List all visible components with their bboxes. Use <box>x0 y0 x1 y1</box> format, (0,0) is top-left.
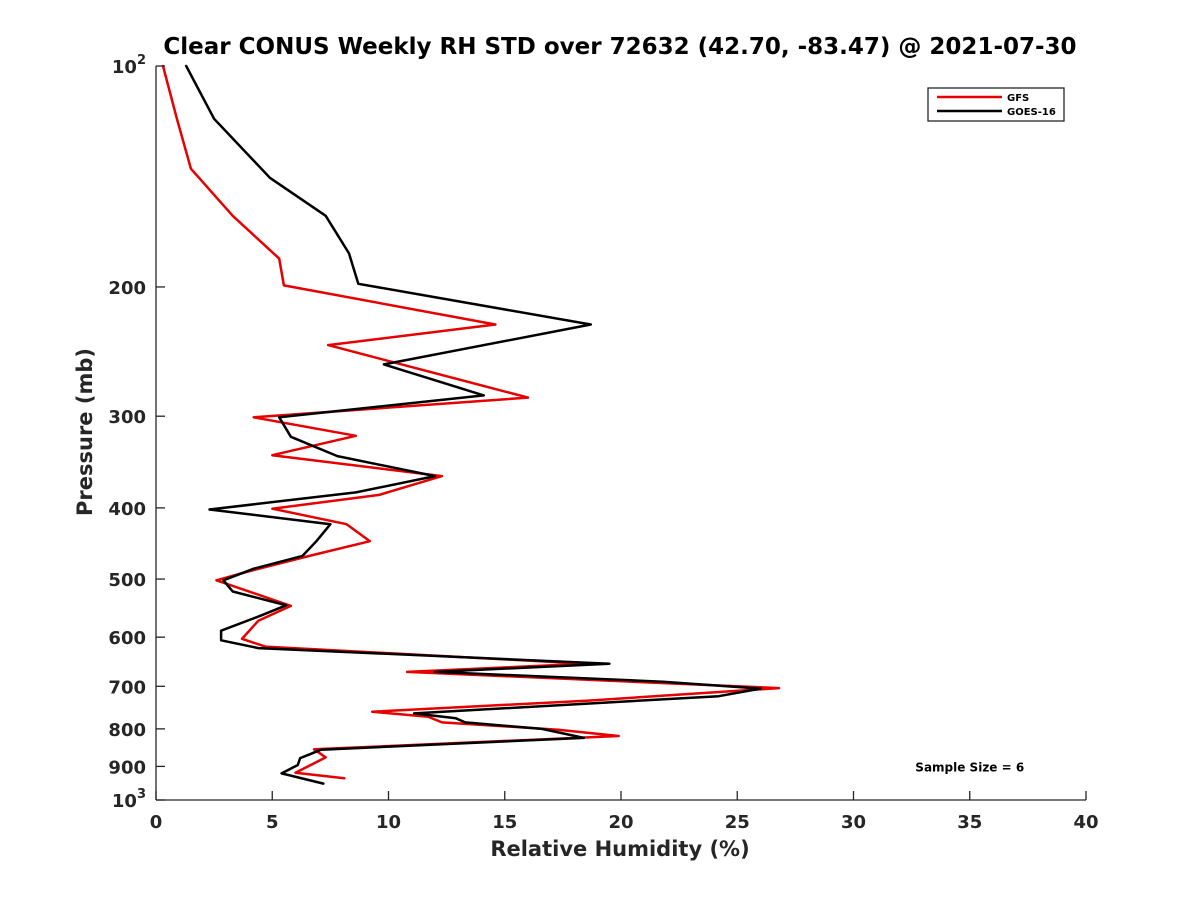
legend: GFS GOES-16 <box>927 87 1065 122</box>
x-tick-label: 5 <box>266 812 279 833</box>
x-axis-label: Relative Humidity (%) <box>490 837 749 861</box>
y-tick-label: 900 <box>108 757 146 778</box>
x-tick-label: 0 <box>150 812 163 833</box>
x-tick-label: 25 <box>725 812 750 833</box>
x-tick-label: 30 <box>841 812 866 833</box>
x-tick-label: 10 <box>376 812 401 833</box>
legend-label: GFS <box>1007 93 1029 104</box>
x-tick-label: 15 <box>492 812 517 833</box>
y-tick-label: 800 <box>108 720 146 741</box>
y-tick-label: 200 <box>108 278 146 299</box>
series-line-goes-16 <box>184 64 762 785</box>
y-tick-label: 103 <box>112 787 146 812</box>
x-tick-label: 40 <box>1073 812 1098 833</box>
legend-box <box>927 87 1065 122</box>
y-tick-label: 700 <box>108 677 146 698</box>
y-tick-label: 500 <box>108 570 146 591</box>
y-axis-label: Pressure (mb) <box>73 348 97 516</box>
x-tick-label: 35 <box>957 812 982 833</box>
legend-label: GOES-16 <box>1007 107 1056 118</box>
y-tick-label: 300 <box>108 407 146 428</box>
y-tick-label: 600 <box>108 628 146 649</box>
plot-marks: 0 5 10 15 20 25 30 35 40 102 200 300 400 500 600 700 800… <box>108 53 1098 833</box>
y-tick-label: 400 <box>108 499 146 520</box>
x-tick-label: 20 <box>608 812 633 833</box>
chart-title: Clear CONUS Weekly RH STD over 72632 (42… <box>163 34 1076 60</box>
sample-size-annotation: Sample Size = 6 <box>915 760 1024 774</box>
y-tick-label: 102 <box>112 53 146 78</box>
